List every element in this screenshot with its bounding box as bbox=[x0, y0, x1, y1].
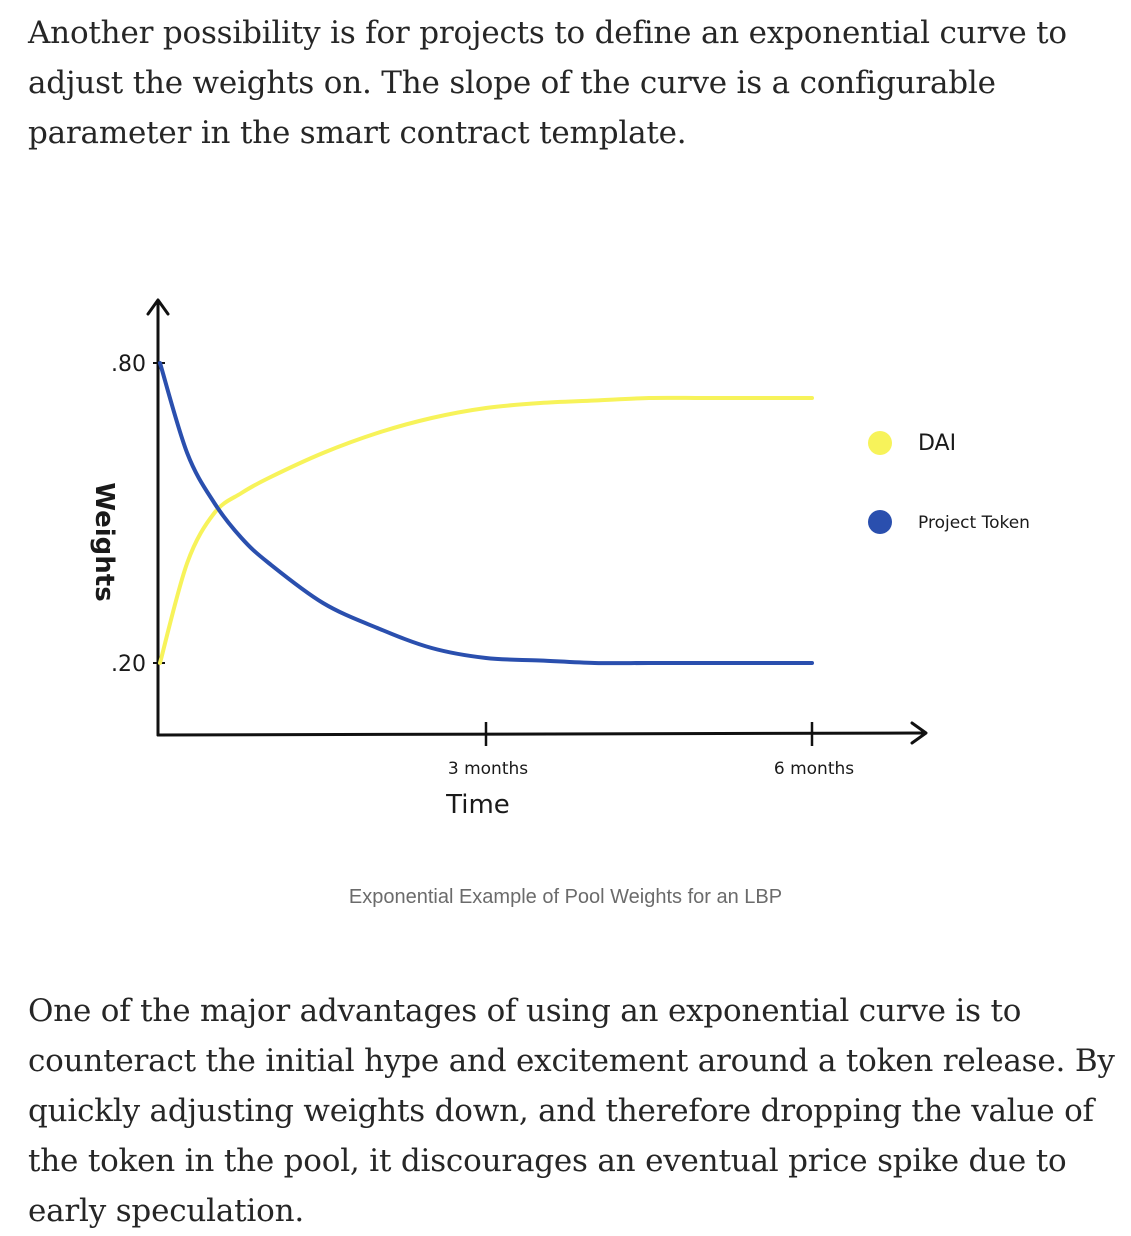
y-tick-label: .20 bbox=[111, 652, 146, 677]
figure-caption: Exponential Example of Pool Weights for … bbox=[348, 886, 783, 908]
legend-marker bbox=[868, 431, 892, 455]
body-paragraph: One of the major advantages of using an … bbox=[28, 993, 1115, 1229]
x-tick-label: 3 months bbox=[448, 759, 528, 779]
x-tick-label: 6 months bbox=[774, 759, 854, 779]
y-axis-title: Weights bbox=[89, 482, 119, 601]
y-axis-arrow-icon bbox=[146, 298, 170, 316]
series-line-project-token bbox=[158, 361, 814, 666]
x-axis bbox=[156, 731, 924, 737]
legend-label: Project Token bbox=[918, 513, 1030, 533]
series-line-dai bbox=[158, 395, 814, 665]
x-axis-arrow-icon bbox=[910, 721, 928, 745]
intro-paragraph: Another possibility is for projects to d… bbox=[28, 15, 1067, 151]
x-axis-title: Time bbox=[445, 790, 510, 820]
legend-label: DAI bbox=[918, 431, 956, 456]
chart-figure: .80.20 3 months 6 months DAI Project Token … bbox=[0, 190, 1131, 890]
legend-marker bbox=[868, 510, 892, 534]
y-tick-label: .80 bbox=[111, 352, 146, 377]
